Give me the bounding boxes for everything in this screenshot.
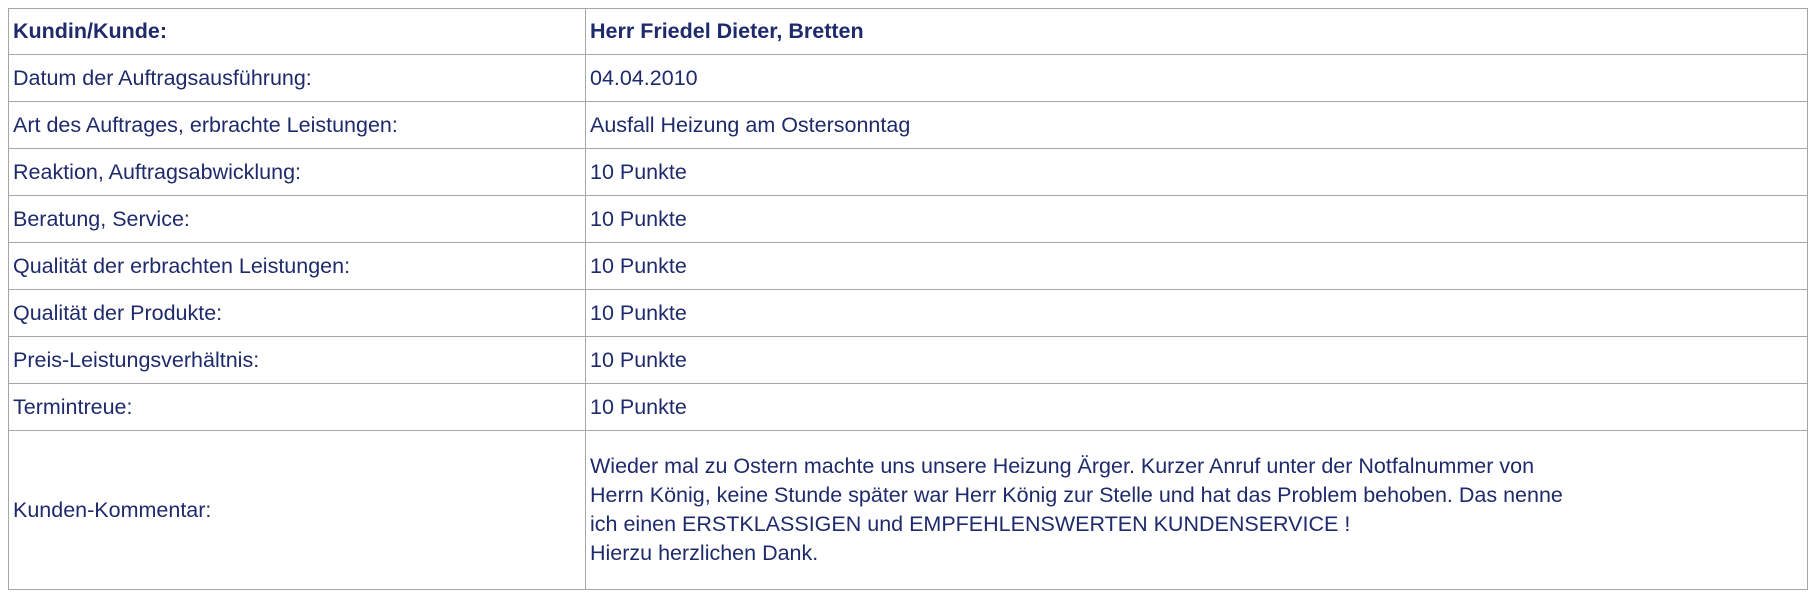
table-row-reaction: Reaktion, Auftragsabwicklung: 10 Punkte	[8, 148, 1808, 196]
comment-line: ich einen ERSTKLASSIGEN und EMPFEHLENSWE…	[590, 512, 1351, 536]
row-label: Beratung, Service:	[8, 195, 586, 243]
customer-label: Kundin/Kunde:	[8, 8, 586, 55]
comment-line: Herrn König, keine Stunde später war Her…	[590, 483, 1563, 507]
row-label: Art des Auftrages, erbrachte Leistungen:	[8, 101, 586, 149]
row-label: Reaktion, Auftragsabwicklung:	[8, 148, 586, 196]
table-row-price-performance: Preis-Leistungsverhältnis: 10 Punkte	[8, 336, 1808, 384]
row-label: Datum der Auftragsausführung:	[8, 54, 586, 102]
table-row-punctuality: Termintreue: 10 Punkte	[8, 383, 1808, 431]
customer-review-table: Kundin/Kunde: Herr Friedel Dieter, Brett…	[8, 8, 1808, 590]
table-row-customer: Kundin/Kunde: Herr Friedel Dieter, Brett…	[8, 8, 1808, 55]
comment-text: Wieder mal zu Ostern machte uns unsere H…	[585, 430, 1808, 590]
table-row-comment: Kunden-Kommentar: Wieder mal zu Ostern m…	[8, 430, 1808, 590]
row-value: 10 Punkte	[585, 195, 1808, 243]
row-value: 10 Punkte	[585, 383, 1808, 431]
row-value: 10 Punkte	[585, 289, 1808, 337]
row-value: 04.04.2010	[585, 54, 1808, 102]
comment-line: Hierzu herzlichen Dank.	[590, 541, 819, 565]
row-label: Termintreue:	[8, 383, 586, 431]
table-row-consulting: Beratung, Service: 10 Punkte	[8, 195, 1808, 243]
row-value: 10 Punkte	[585, 242, 1808, 290]
table-row-date: Datum der Auftragsausführung: 04.04.2010	[8, 54, 1808, 102]
row-label: Qualität der erbrachten Leistungen:	[8, 242, 586, 290]
row-value: 10 Punkte	[585, 336, 1808, 384]
row-value: Ausfall Heizung am Ostersonntag	[585, 101, 1808, 149]
row-label: Qualität der Produkte:	[8, 289, 586, 337]
customer-name: Herr Friedel Dieter, Bretten	[585, 8, 1808, 55]
comment-line: Wieder mal zu Ostern machte uns unsere H…	[590, 454, 1535, 478]
row-value: 10 Punkte	[585, 148, 1808, 196]
table-row-service-quality: Qualität der erbrachten Leistungen: 10 P…	[8, 242, 1808, 290]
table-row-product-quality: Qualität der Produkte: 10 Punkte	[8, 289, 1808, 337]
comment-label: Kunden-Kommentar:	[8, 430, 586, 590]
table-row-service-type: Art des Auftrages, erbrachte Leistungen:…	[8, 101, 1808, 149]
row-label: Preis-Leistungsverhältnis:	[8, 336, 586, 384]
